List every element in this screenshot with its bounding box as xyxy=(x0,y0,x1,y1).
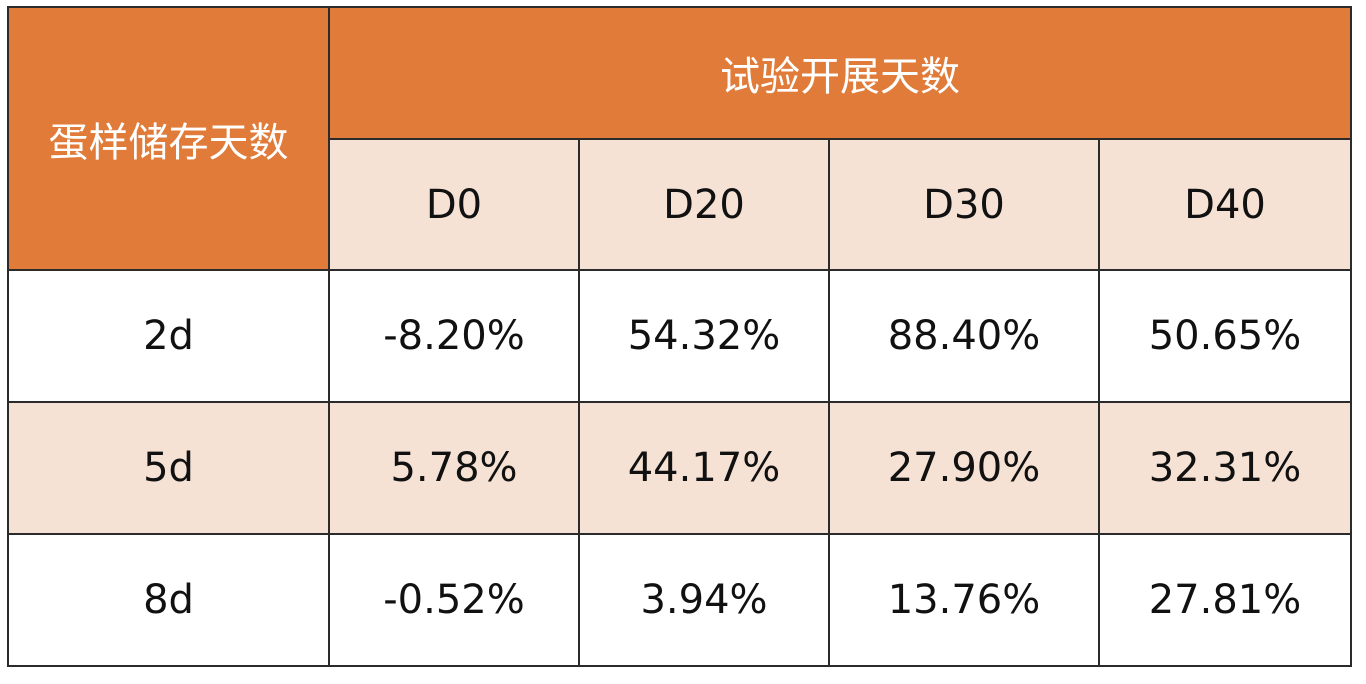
row-label: 8d xyxy=(7,533,330,667)
table-row: 5d 5.78% 44.17% 27.90% 32.31% xyxy=(7,401,1352,535)
column-header-d40: D40 xyxy=(1098,138,1352,271)
table-cell: 32.31% xyxy=(1098,401,1352,535)
table-cell: 3.94% xyxy=(578,533,830,667)
column-header-d20: D20 xyxy=(578,138,830,271)
header-row-columns: D0 D20 D30 D40 xyxy=(8,138,1352,271)
table-cell: 27.90% xyxy=(828,401,1100,535)
table-cell: -8.20% xyxy=(328,269,580,403)
table-cell: 88.40% xyxy=(828,269,1100,403)
table-cell: 13.76% xyxy=(828,533,1100,667)
table-cell: 44.17% xyxy=(578,401,830,535)
header-row-top: 蛋样储存天数 试验开展天数 xyxy=(7,6,1352,271)
column-header-d30: D30 xyxy=(828,138,1100,271)
table-cell: 5.78% xyxy=(328,401,580,535)
column-header-d0: D0 xyxy=(328,138,580,271)
table-row: 2d -8.20% 54.32% 88.40% 50.65% xyxy=(7,269,1352,403)
table-cell: 27.81% xyxy=(1098,533,1352,667)
data-table-container: 蛋样储存天数 试验开展天数 D0 D20 D30 D40 2d -8.20% 5… xyxy=(7,6,1352,667)
row-header-title: 蛋样储存天数 xyxy=(7,6,330,271)
row-label: 5d xyxy=(7,401,330,535)
table-cell: -0.52% xyxy=(328,533,580,667)
table-row: 8d -0.52% 3.94% 13.76% 27.81% xyxy=(7,533,1352,667)
row-label: 2d xyxy=(7,269,330,403)
column-group-title: 试验开展天数 xyxy=(328,6,1352,140)
egg-storage-table: 蛋样储存天数 试验开展天数 D0 D20 D30 D40 2d -8.20% 5… xyxy=(7,6,1352,667)
table-cell: 54.32% xyxy=(578,269,830,403)
table-cell: 50.65% xyxy=(1098,269,1352,403)
